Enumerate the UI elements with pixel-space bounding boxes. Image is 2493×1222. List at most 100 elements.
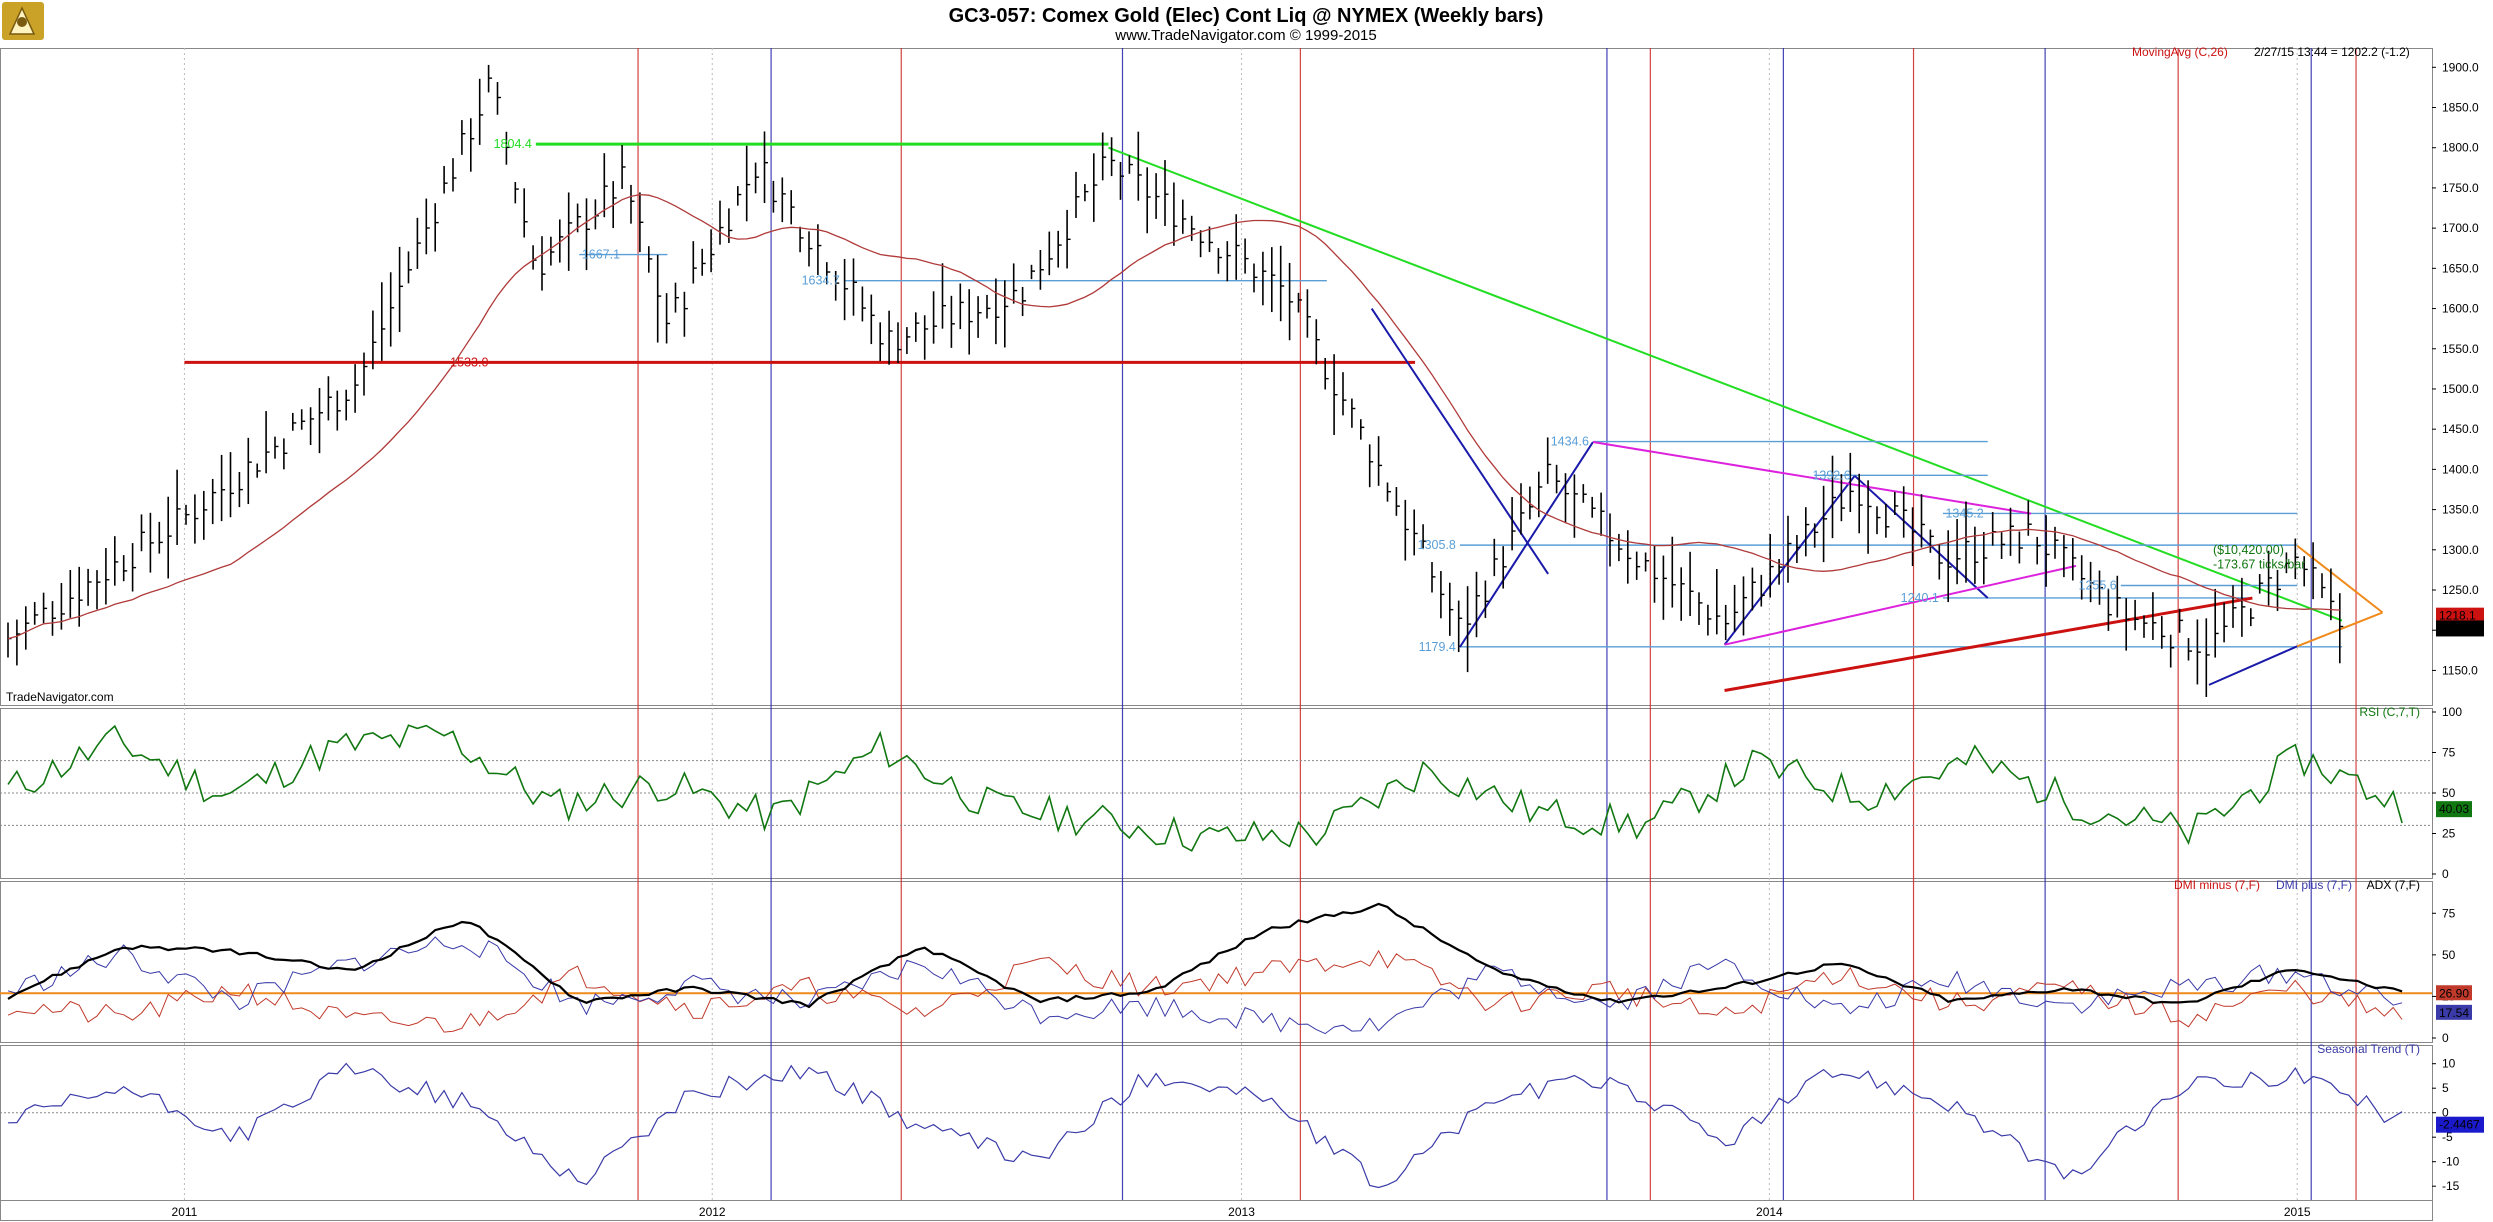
year-tick-label: 2013 (1228, 1205, 1255, 1219)
price-bar (1902, 486, 1908, 538)
last-value-badge (2436, 607, 2484, 624)
price-annotation: 1179.4 (1419, 640, 1456, 654)
price-bar (389, 272, 395, 347)
price-annotation: 1434.6 (1551, 435, 1589, 449)
price-bar (2116, 575, 2121, 618)
abc-leg-5 (2208, 645, 2298, 686)
price-bar (1689, 551, 1694, 616)
downtrend-line (1108, 146, 2343, 622)
price-bar (1413, 509, 1418, 556)
price-bar (96, 570, 101, 610)
price-bar (1333, 354, 1338, 435)
price-bar (1849, 452, 1854, 512)
price-bar (131, 543, 137, 592)
price-bar (656, 254, 662, 343)
price-bar (1698, 592, 1703, 625)
price-tick-label: 1150.0 (2442, 663, 2478, 677)
rsi-axis: 0 25 50 75 100 40.03 (0, 705, 2472, 881)
price-bar (2321, 573, 2326, 599)
price-annotation: 1240.1 (1901, 591, 1939, 605)
price-bar (1048, 231, 1053, 276)
price-bar (2178, 608, 2184, 633)
price-bar (1716, 569, 1721, 635)
price-bar (2285, 552, 2290, 574)
price-bar (42, 592, 48, 624)
last-value-text: 1218.1 (2439, 609, 2476, 623)
price-bar (1858, 473, 1863, 534)
price-bar (2089, 561, 2095, 603)
price-tick-label: 1300.0 (2442, 543, 2479, 557)
price-annotation: 1392.6 (1812, 468, 1850, 482)
price-bar (861, 286, 866, 322)
dmi-last-badge (2436, 1004, 2472, 1020)
price-bar (1742, 576, 1747, 636)
price-bar (692, 241, 697, 284)
time-axis: 2011 2012 2013 2014 2015 (172, 1205, 2311, 1219)
price-bar (1386, 482, 1391, 502)
price-bar (879, 322, 884, 362)
price-bar (1938, 544, 1943, 580)
price-bar (790, 190, 795, 225)
price-bar (2143, 615, 2148, 638)
price-bar (1093, 153, 1098, 222)
price-bar (2303, 556, 2308, 587)
price-bar (977, 296, 982, 338)
price-bar (701, 248, 706, 276)
dmi-tick-label: 50 (2442, 948, 2456, 962)
moving-average-line (7, 193, 2340, 640)
price-annotation: 1533.0 (450, 355, 488, 369)
price-bar (1351, 398, 1356, 428)
price-bar (1440, 571, 1445, 619)
price-bar (1395, 487, 1400, 516)
price-bar (683, 291, 688, 337)
price-bar (1457, 600, 1463, 653)
price-bar (1244, 238, 1249, 274)
price-bar (114, 536, 119, 586)
price-bar (1119, 161, 1124, 200)
price-bar (1368, 444, 1374, 488)
price-tick-label: 1350.0 (2442, 503, 2479, 517)
price-bar (639, 192, 644, 253)
time-axis-frame (0, 1200, 2433, 1221)
year-tick-label: 2011 (172, 1205, 198, 1219)
price-bar (1929, 529, 1934, 553)
price-bar (825, 262, 831, 285)
price-bar (194, 494, 199, 544)
price-bar (2267, 550, 2273, 606)
price-bar (1511, 497, 1516, 551)
price-bar (176, 469, 181, 545)
price-bar (817, 224, 822, 276)
price-bar (345, 389, 350, 421)
price-bar (2018, 531, 2023, 564)
price-bar (1315, 319, 1320, 365)
price-bar (122, 555, 128, 582)
price-bar (1822, 485, 1828, 563)
price-bar (1831, 455, 1836, 539)
price-bar (105, 548, 110, 605)
rsi-tick-label: 75 (2442, 746, 2456, 760)
price-bar (140, 514, 145, 552)
price-annotation: 1667.1 (582, 248, 620, 262)
trendlines (184, 142, 2384, 693)
seas-tick-label: -5 (2442, 1130, 2453, 1144)
price-bar (1484, 580, 1489, 618)
price-bar (247, 437, 252, 505)
cycle-lines (637, 48, 2357, 1200)
price-bar (541, 236, 546, 291)
price-bar (1618, 533, 1623, 562)
price-annotation: -173.67 ticks/bar (2213, 557, 2305, 571)
price-bar (550, 236, 555, 266)
price-bar (1591, 496, 1596, 518)
price-bar (434, 203, 439, 252)
price-bar (1271, 247, 1276, 313)
price-bar (380, 282, 386, 361)
price-bar (852, 258, 857, 316)
price-annotation: ($10,420.00) (2213, 543, 2284, 557)
price-annotation: 1255.6 (2079, 579, 2117, 593)
price-bar (487, 64, 493, 93)
price-bar (1431, 562, 1436, 593)
price-bar (229, 452, 234, 518)
price-bar (2134, 599, 2139, 631)
abc-leg-1 (1370, 307, 1549, 575)
seasonal-axis: -15 -10 -5 0 5 10 -2.4467 (0, 1057, 2484, 1193)
